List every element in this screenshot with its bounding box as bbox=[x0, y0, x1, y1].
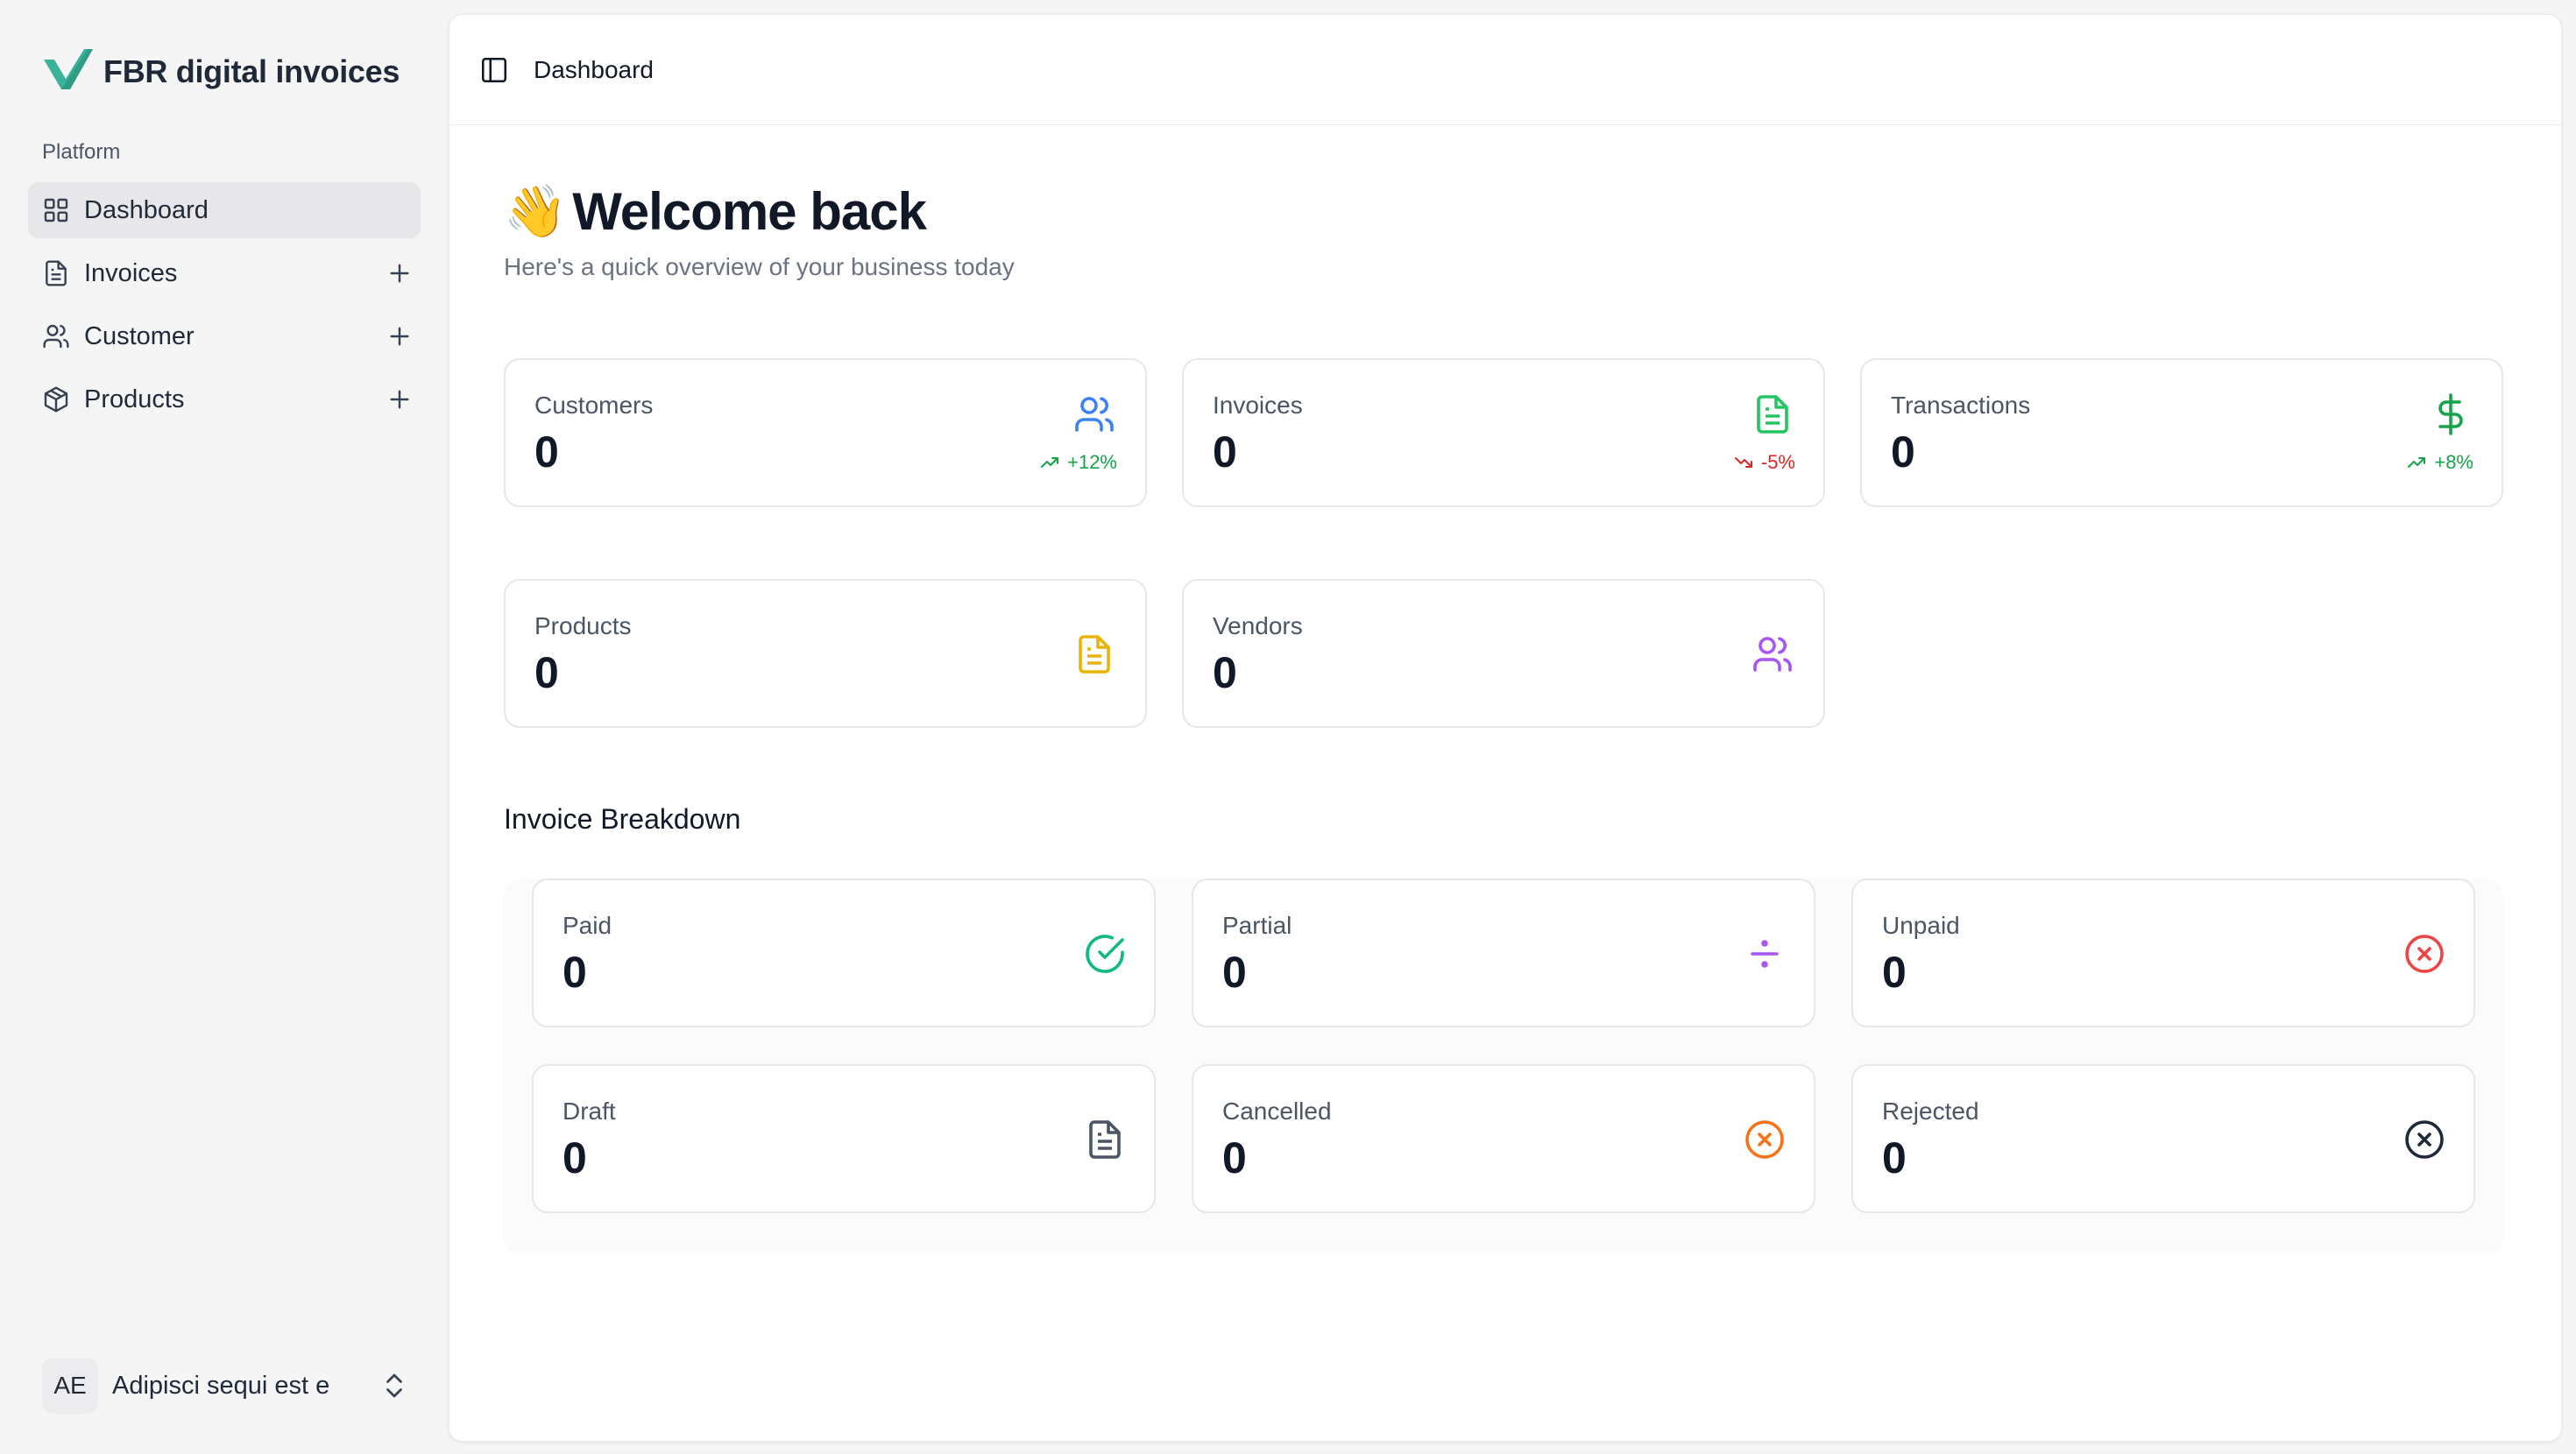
app-name: FBR digital invoices bbox=[103, 53, 400, 89]
sidebar-item-label: Products bbox=[84, 385, 185, 413]
stat-label: Customers bbox=[534, 392, 654, 419]
breakdown-value: 0 bbox=[1222, 1133, 1247, 1182]
section-title: Invoice Breakdown bbox=[504, 803, 741, 835]
stat-value: 0 bbox=[534, 427, 559, 476]
breadcrumb[interactable]: Dashboard bbox=[534, 55, 654, 83]
x-circle-icon bbox=[1744, 1119, 1786, 1161]
trend-value: +8% bbox=[2434, 451, 2473, 473]
users-icon bbox=[1073, 393, 1115, 435]
file-text-icon bbox=[1752, 393, 1794, 435]
sidebar: FBR digital invoices Platform Dashboard … bbox=[0, 0, 449, 1454]
chevrons-up-down-icon bbox=[386, 1373, 402, 1398]
welcome-heading: 👋 Welcome back bbox=[504, 181, 927, 242]
topbar: Dashboard bbox=[449, 15, 2561, 125]
x-circle-icon bbox=[2403, 933, 2445, 975]
add-product-icon[interactable] bbox=[386, 385, 414, 413]
stat-value: 0 bbox=[1891, 427, 1915, 476]
sidebar-nav: Dashboard Invoices Customer Products bbox=[28, 182, 421, 434]
check-circle-icon bbox=[1084, 933, 1126, 975]
file-text-icon bbox=[1073, 633, 1115, 675]
trend-badge: -5% bbox=[1733, 451, 1795, 474]
sidebar-item-customer[interactable]: Customer bbox=[28, 308, 421, 364]
stat-label: Transactions bbox=[1891, 392, 2031, 419]
breakdown-label: Cancelled bbox=[1222, 1098, 1332, 1125]
stat-card-products[interactable]: Products 0 bbox=[504, 579, 1147, 728]
breakdown-card-rejected[interactable]: Rejected 0 bbox=[1851, 1064, 2475, 1213]
x-circle-icon bbox=[2403, 1119, 2445, 1161]
breakdown-label: Partial bbox=[1222, 912, 1292, 939]
trend-badge: +12% bbox=[1039, 451, 1117, 474]
dollar-icon bbox=[2430, 393, 2472, 435]
invoice-breakdown: Paid 0 Partial 0 Unpaid 0 Draft 0 bbox=[504, 879, 2503, 1253]
page-title: Welcome back bbox=[572, 182, 927, 241]
breakdown-value: 0 bbox=[563, 1133, 587, 1182]
breakdown-card-draft[interactable]: Draft 0 bbox=[532, 1064, 1156, 1213]
stat-card-vendors[interactable]: Vendors 0 bbox=[1182, 579, 1825, 728]
file-text-icon bbox=[1084, 1119, 1126, 1161]
stat-label: Vendors bbox=[1213, 612, 1303, 639]
sidebar-item-invoices[interactable]: Invoices bbox=[28, 245, 421, 301]
stat-value: 0 bbox=[534, 648, 559, 697]
users-icon bbox=[1752, 633, 1794, 675]
trend-value: +12% bbox=[1067, 451, 1117, 473]
sidebar-item-label: Invoices bbox=[84, 258, 178, 287]
breakdown-label: Paid bbox=[563, 912, 612, 939]
sidebar-toggle-icon[interactable] bbox=[479, 55, 509, 85]
breakdown-card-cancelled[interactable]: Cancelled 0 bbox=[1192, 1064, 1815, 1213]
nav-group-label: Platform bbox=[42, 140, 121, 164]
breakdown-label: Draft bbox=[563, 1098, 616, 1125]
avatar: AE bbox=[42, 1358, 98, 1414]
grid-icon bbox=[42, 196, 70, 224]
stat-card-customers[interactable]: Customers 0 +12% bbox=[504, 358, 1147, 507]
divide-icon bbox=[1744, 933, 1786, 975]
breakdown-card-paid[interactable]: Paid 0 bbox=[532, 879, 1156, 1027]
waving-hand-icon: 👋 bbox=[504, 182, 568, 240]
trending-up-icon bbox=[1041, 457, 1059, 468]
stat-card-transactions[interactable]: Transactions 0 +8% bbox=[1860, 358, 2503, 507]
brand[interactable]: FBR digital invoices bbox=[42, 44, 400, 99]
breakdown-value: 0 bbox=[1882, 948, 1907, 997]
stat-label: Products bbox=[534, 612, 632, 639]
breakdown-value: 0 bbox=[563, 948, 587, 997]
file-icon bbox=[42, 259, 70, 287]
breakdown-value: 0 bbox=[1882, 1133, 1907, 1182]
sidebar-item-label: Dashboard bbox=[84, 195, 209, 224]
package-icon bbox=[42, 385, 70, 413]
trending-up-icon bbox=[2408, 457, 2426, 468]
stat-card-invoices[interactable]: Invoices 0 -5% bbox=[1182, 358, 1825, 507]
sidebar-item-products[interactable]: Products bbox=[28, 371, 421, 427]
user-menu[interactable]: AE Adipisci sequi est e bbox=[42, 1358, 410, 1414]
sidebar-item-dashboard[interactable]: Dashboard bbox=[28, 182, 421, 238]
trending-down-icon bbox=[1734, 457, 1752, 468]
breakdown-label: Unpaid bbox=[1882, 912, 1960, 939]
breakdown-value: 0 bbox=[1222, 948, 1247, 997]
user-name: Adipisci sequi est e bbox=[112, 1371, 330, 1400]
breakdown-label: Rejected bbox=[1882, 1098, 1979, 1125]
users-icon bbox=[42, 322, 70, 350]
page-subtitle: Here's a quick overview of your business… bbox=[504, 253, 1015, 280]
trend-value: -5% bbox=[1760, 451, 1795, 473]
trend-badge: +8% bbox=[2406, 451, 2473, 474]
breakdown-card-unpaid[interactable]: Unpaid 0 bbox=[1851, 879, 2475, 1027]
logo-check-icon bbox=[42, 44, 96, 99]
stat-value: 0 bbox=[1213, 648, 1237, 697]
add-customer-icon[interactable] bbox=[386, 322, 414, 350]
stat-label: Invoices bbox=[1213, 392, 1303, 419]
add-invoice-icon[interactable] bbox=[386, 259, 414, 287]
breakdown-card-partial[interactable]: Partial 0 bbox=[1192, 879, 1815, 1027]
main-panel: Dashboard 👋 Welcome back Here's a quick … bbox=[449, 14, 2562, 1442]
stat-value: 0 bbox=[1213, 427, 1237, 476]
sidebar-item-label: Customer bbox=[84, 321, 195, 350]
